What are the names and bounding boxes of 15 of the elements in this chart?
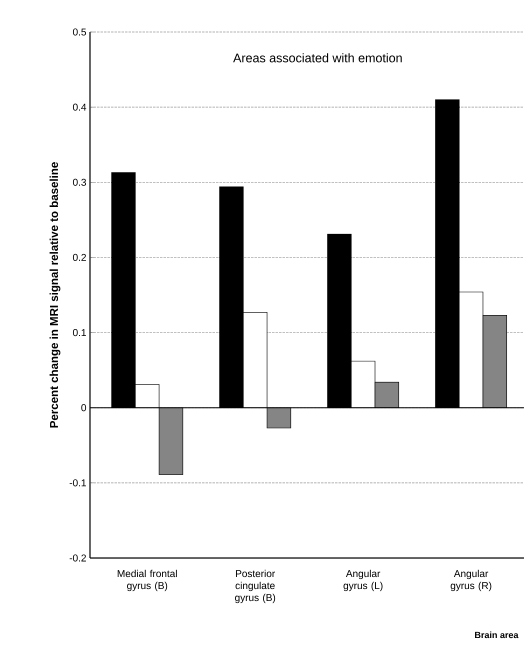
y-axis-title: Percent change in MRI signal relative to baseline bbox=[50, 162, 60, 428]
y-tick-label: -0.2 bbox=[70, 554, 86, 562]
x-tick-label: Posterior cingulate gyrus (B) bbox=[235, 570, 276, 604]
x-tick-label: Medial frontal gyrus (B) bbox=[118, 570, 177, 592]
y-tick-label: 0.1 bbox=[72, 329, 86, 336]
y-tick-label: 0.5 bbox=[72, 28, 86, 36]
y-tick-label: -0.1 bbox=[70, 479, 86, 486]
y-tick-label: 0.3 bbox=[72, 178, 86, 186]
x-tick-label: Angular gyrus (R) bbox=[450, 570, 492, 592]
text: Areas associated with emotion bbox=[233, 53, 402, 62]
x-axis-title: Brain area bbox=[475, 632, 519, 638]
y-tick-label: 0.2 bbox=[72, 254, 86, 261]
y-tick-label: 0 bbox=[81, 404, 86, 412]
y-tick-label: 0.4 bbox=[72, 104, 86, 111]
x-tick-label: Angular gyrus (L) bbox=[344, 570, 383, 592]
